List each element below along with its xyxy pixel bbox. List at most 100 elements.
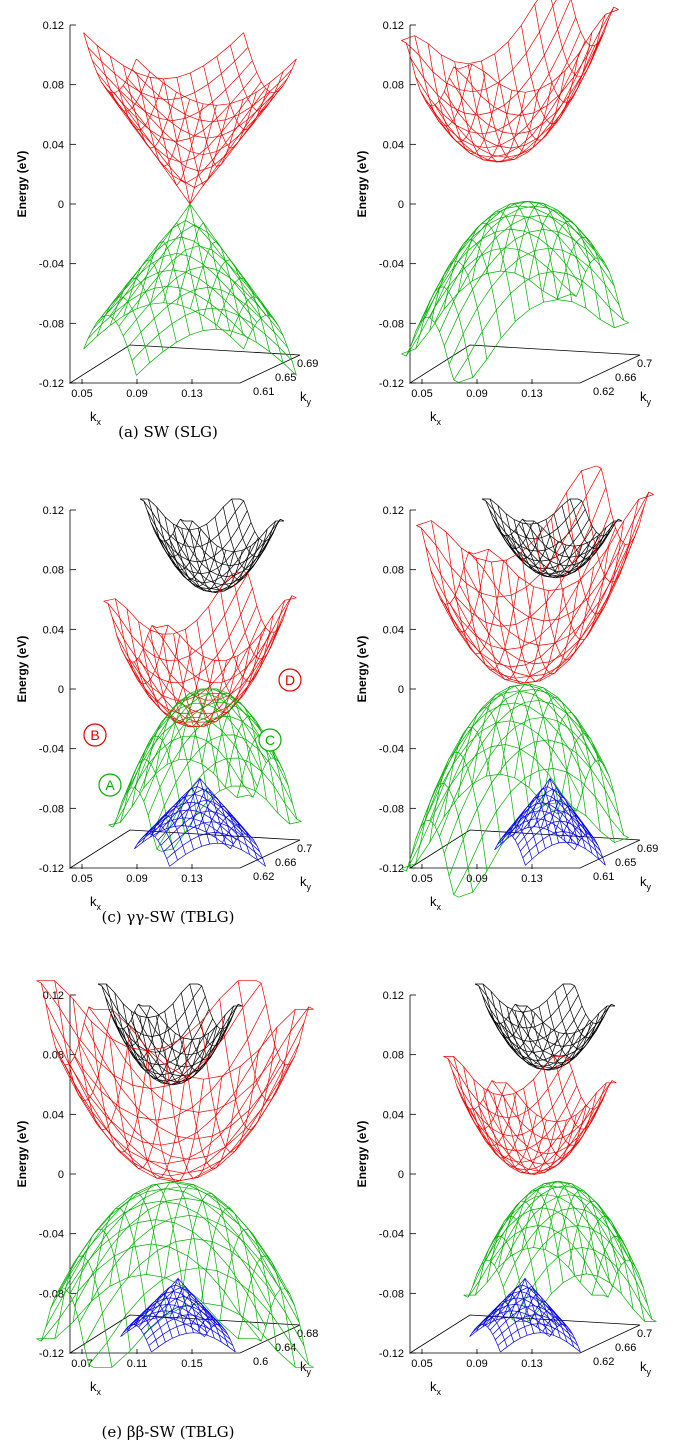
valence-green-surface-gridline [88,1267,310,1366]
valence-green-surface-gridline [471,693,530,813]
x-tick-label: 0.07 [71,1358,92,1370]
x-tick-label: 0.05 [411,1358,432,1370]
y-tick-label: 0 [398,199,404,211]
valence-green-surface-gridline [189,240,244,336]
valence-green-surface-gridline [136,328,297,376]
valence-green-surface-gridline [201,693,256,791]
valence-green-surface-gridline [494,1185,635,1266]
x-axis-label-sub: x [437,417,442,427]
panel-b: 0.12 0.08 0.04 0 -0.04 -0.08 -0.12 Energy (eV) 0… [355,0,652,427]
conduction-black-surface-gridline [184,520,284,553]
floor-plane [68,344,301,384]
valence-blue-surface-gridline [146,1314,231,1340]
valence-green-surface-gridline [485,1181,626,1261]
valence-blue-surface-gridline [514,799,596,841]
conduction-red-surface-gridline [446,532,504,655]
conduction-red-surface-gridline [474,1108,595,1175]
valence-blue-surface-gridline [517,809,598,846]
valence-blue-surface [469,1277,581,1353]
x-axis-label-sub: x [437,1387,442,1397]
valence-green-surface-gridline [78,1215,300,1323]
x-tick-label: 0.05 [71,873,92,885]
valence-blue-surface-gridline [157,799,255,841]
panel-caption: (c) γγ-SW (TBLG) [101,908,234,926]
marker-label: C [265,732,275,748]
conduction-black-surface-gridline [139,498,185,542]
valence-green-surface-gridline [453,271,625,381]
conduction-red-surface-gridline [83,1022,305,1140]
floor-plane [408,1314,641,1354]
valence-blue-surface-gridline [140,1296,226,1331]
valence-green-surface-gridline [486,1216,541,1310]
conduction-red-surface-gridline [491,1080,613,1141]
conduction-red-surface [416,465,654,684]
valence-green-surface [36,1181,314,1368]
z-axis-label: ky [300,1359,312,1377]
conduction-black-surface-gridline [507,1016,605,1064]
panel-d: 0.12 0.08 0.04 0 -0.04 -0.08 -0.12 Energy (eV) 0… [355,465,658,912]
conduction-red-surface-gridline [74,1056,295,1174]
conduction-red-surface [401,0,619,163]
x-tick-label: 0.09 [466,1358,487,1370]
floor-plane [408,829,641,869]
valence-green-surface-gridline [486,203,544,303]
valence-green-surface-gridline [127,287,288,348]
valence-green-surface-gridline [69,1186,291,1295]
conduction-black-surface-gridline [115,1025,217,1082]
conduction-black-surface-gridline [482,498,578,525]
x-tick-label: 0.05 [411,873,432,885]
z-tick-label: 0.61 [593,871,614,883]
conduction-black-surface-gridline [139,1015,185,1084]
conduction-red-surface-gridline [503,1095,557,1175]
conduction-red-surface-gridline [473,494,654,591]
valence-green-surface-gridline [457,707,516,827]
x-tick-label: 0.09 [466,873,487,885]
valence-blue-surface-gridline [474,1304,555,1330]
conduction-red-surface-gridline [69,1063,291,1181]
valence-blue-surface-gridline [133,1284,218,1325]
z-tick-label: 0.69 [637,843,658,855]
conduction-red-surface-gridline [482,1098,604,1165]
valence-green-surface-gridline [443,229,615,347]
y-tick-label: 0 [58,1169,64,1181]
z-tick-label: 0.62 [253,871,274,883]
valence-blue-surface-gridline [122,1310,208,1333]
y-tick-label: -0.08 [379,1288,404,1300]
y-tick-label: 0.04 [383,1109,404,1121]
z-axis-label: ky [300,389,312,407]
conduction-black-surface-gridline [157,537,259,590]
conduction-red-surface-gridline [487,1088,608,1155]
z-axis-label-sub: y [307,397,312,407]
y-tick-label: 0.04 [383,624,404,636]
conduction-red-surface-gridline [453,6,615,116]
valence-blue-surface-gridline [507,786,588,835]
conduction-red-surface-gridline [116,605,258,701]
conduction-red-surface-gridline [444,31,605,149]
valence-green-surface-gridline [114,224,275,320]
valence-green-surface-gridline [507,1225,648,1305]
conduction-red-surface-gridline [203,65,257,149]
valence-green-surface-gridline [112,735,254,828]
valence-green-surface-gridline [458,802,629,898]
y-tick-label: -0.08 [379,803,404,815]
conduction-red-surface-gridline [434,45,596,163]
x-axis-label-sub: x [97,417,102,427]
valence-blue-surface-gridline [154,788,252,837]
valence-green-surface-gridline [40,1243,262,1342]
x-tick-label: 0.13 [521,1358,542,1370]
z-axis-label-sub: y [307,882,312,892]
y-axis-label: Energy (eV) [15,1121,29,1188]
x-tick-label: 0.13 [181,873,202,885]
valence-blue-surface-gridline [469,1324,501,1353]
valence-blue-surface-gridline [494,826,575,851]
z-tick-label: 0.69 [297,358,318,370]
y-tick-label: 0.08 [383,80,404,92]
valence-green-surface-gridline [591,1236,646,1322]
valence-green-surface-gridline [105,219,266,316]
y-tick-label: 0 [58,199,64,211]
conduction-red-surface-gridline [136,58,297,106]
conduction-red-surface-gridline [435,527,616,668]
valence-blue-surface-gridline [500,824,533,860]
valence-blue-surface-gridline [497,1323,579,1346]
z-axis-label: ky [640,389,652,407]
